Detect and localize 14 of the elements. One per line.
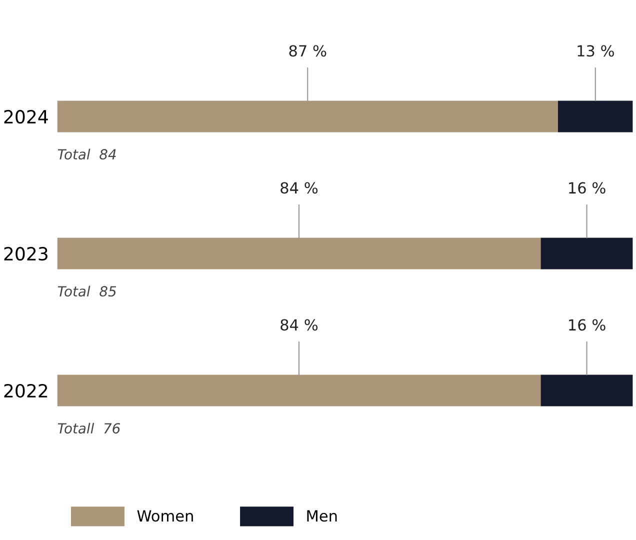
legend-label: Men: [307, 510, 337, 522]
data-label: 13 %: [578, 45, 614, 57]
data-label: 16 %: [569, 182, 606, 194]
y-tick-label: 2023: [4, 246, 48, 261]
annotation: Total 84: [58, 148, 116, 160]
y-tick-label: 2022: [4, 384, 48, 398]
annotation: Total 85: [58, 286, 116, 297]
data-label: 87 %: [289, 45, 326, 57]
data-label: 16 %: [569, 319, 606, 331]
annotation: Totall 76: [58, 422, 120, 434]
legend-label: Women: [137, 510, 193, 522]
data-label: 84 %: [280, 319, 318, 331]
data-label: 84 %: [280, 182, 318, 194]
y-tick-label: 2024: [4, 110, 48, 124]
